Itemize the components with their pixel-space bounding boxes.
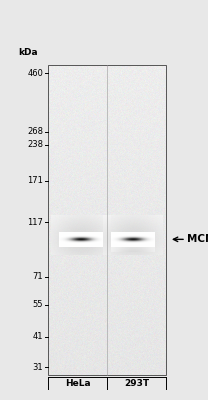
Bar	[48, 65, 166, 375]
Text: 238: 238	[27, 140, 43, 149]
Text: 71: 71	[32, 272, 43, 281]
Text: kDa: kDa	[18, 48, 38, 57]
Text: 41: 41	[32, 332, 43, 341]
Text: 460: 460	[27, 68, 43, 78]
Text: 293T: 293T	[124, 378, 149, 388]
Text: 55: 55	[32, 300, 43, 309]
Text: 117: 117	[27, 218, 43, 227]
Text: 171: 171	[27, 176, 43, 185]
Text: HeLa: HeLa	[65, 378, 90, 388]
Text: 268: 268	[27, 127, 43, 136]
Text: 31: 31	[32, 362, 43, 372]
Text: MCM3: MCM3	[187, 234, 208, 244]
